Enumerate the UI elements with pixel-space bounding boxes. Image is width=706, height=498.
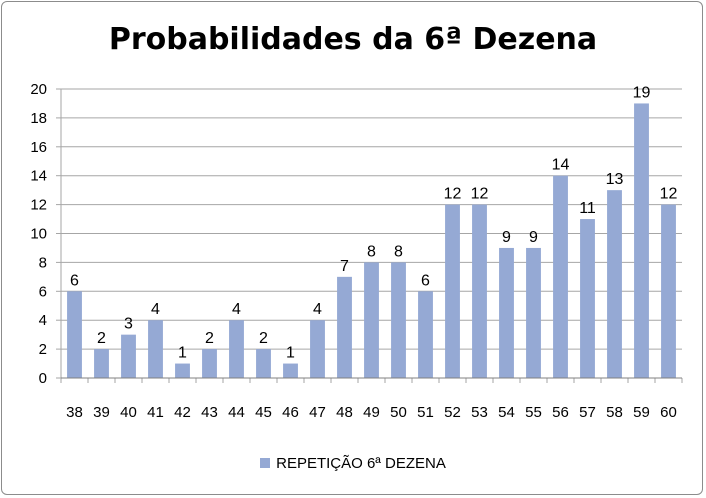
- data-label: 12: [471, 186, 489, 203]
- data-label: 19: [633, 84, 651, 101]
- bar: [634, 103, 649, 378]
- data-label: 8: [367, 243, 376, 260]
- x-tick-label: 58: [606, 404, 623, 421]
- data-label: 4: [313, 301, 322, 318]
- y-tick-label: 2: [39, 341, 47, 358]
- data-label: 2: [259, 330, 268, 347]
- data-label: 8: [394, 243, 403, 260]
- x-tick-label: 45: [255, 404, 272, 421]
- data-label: 14: [552, 157, 570, 174]
- data-label: 2: [97, 330, 106, 347]
- legend-swatch: [260, 458, 271, 468]
- data-label: 9: [529, 229, 538, 246]
- x-tick-label: 50: [390, 404, 407, 421]
- bar: [364, 262, 379, 378]
- x-tick-label: 49: [363, 404, 380, 421]
- bar: [553, 175, 568, 378]
- bar: [607, 190, 622, 378]
- x-tick-label: 41: [147, 404, 164, 421]
- y-tick-label: 10: [30, 226, 47, 243]
- bar: [148, 320, 163, 378]
- bar: [661, 204, 676, 378]
- bar: [256, 349, 271, 378]
- data-label: 1: [286, 345, 295, 362]
- data-label: 12: [444, 186, 462, 203]
- bar: [580, 219, 595, 378]
- data-label: 12: [660, 186, 678, 203]
- y-tick-label: 4: [39, 312, 47, 329]
- x-tick-label: 59: [633, 404, 650, 421]
- data-label: 6: [70, 272, 79, 289]
- y-tick-label: 8: [39, 254, 47, 271]
- x-tick-label: 38: [66, 404, 83, 421]
- bar: [229, 320, 244, 378]
- data-label: 6: [421, 272, 430, 289]
- y-tick-label: 0: [39, 370, 47, 387]
- x-tick-label: 39: [93, 404, 110, 421]
- y-tick-label: 6: [39, 283, 47, 300]
- bar: [499, 247, 514, 378]
- x-tick-label: 52: [444, 404, 461, 421]
- x-tick-label: 44: [228, 404, 245, 421]
- data-label: 1: [178, 345, 187, 362]
- x-tick-label: 56: [552, 404, 569, 421]
- data-label: 7: [340, 258, 349, 275]
- x-tick-label: 42: [174, 404, 191, 421]
- bar: [526, 247, 541, 378]
- chart-title: Probabilidades da 6ª Dezena: [108, 22, 598, 57]
- legend-label: REPETIÇÃO 6ª DEZENA: [276, 455, 446, 472]
- data-label: 11: [579, 200, 596, 217]
- x-tick-label: 43: [201, 404, 218, 421]
- x-tick-label: 48: [336, 404, 353, 421]
- bar: [391, 262, 406, 378]
- bar: [202, 349, 217, 378]
- data-label: 4: [232, 301, 241, 318]
- data-label: 9: [502, 229, 511, 246]
- x-tick-label: 60: [660, 404, 677, 421]
- bar: [94, 349, 109, 378]
- y-tick-label: 18: [30, 110, 47, 127]
- data-label: 4: [151, 301, 160, 318]
- x-tick-label: 53: [471, 404, 488, 421]
- x-tick-label: 46: [282, 404, 299, 421]
- y-tick-label: 12: [30, 197, 47, 214]
- bar: [472, 204, 487, 378]
- bar: [418, 291, 433, 378]
- bar: [283, 363, 298, 378]
- x-tick-label: 40: [120, 404, 137, 421]
- x-tick-label: 47: [309, 404, 326, 421]
- bar: [121, 334, 136, 378]
- bar: [67, 291, 82, 378]
- x-tick-label: 54: [498, 404, 515, 421]
- x-tick-label: 57: [579, 404, 596, 421]
- bar: [445, 204, 460, 378]
- x-tick-label: 51: [417, 404, 434, 421]
- bar: [310, 320, 325, 378]
- data-label: 13: [606, 171, 624, 188]
- y-tick-label: 20: [30, 81, 47, 98]
- bar: [175, 363, 190, 378]
- bar: [337, 276, 352, 378]
- chart-legend: REPETIÇÃO 6ª DEZENA: [0, 455, 706, 472]
- x-tick-label: 55: [525, 404, 542, 421]
- data-label: 2: [205, 330, 214, 347]
- y-tick-label: 14: [30, 168, 47, 185]
- data-label: 3: [124, 316, 133, 333]
- y-tick-label: 16: [30, 139, 47, 156]
